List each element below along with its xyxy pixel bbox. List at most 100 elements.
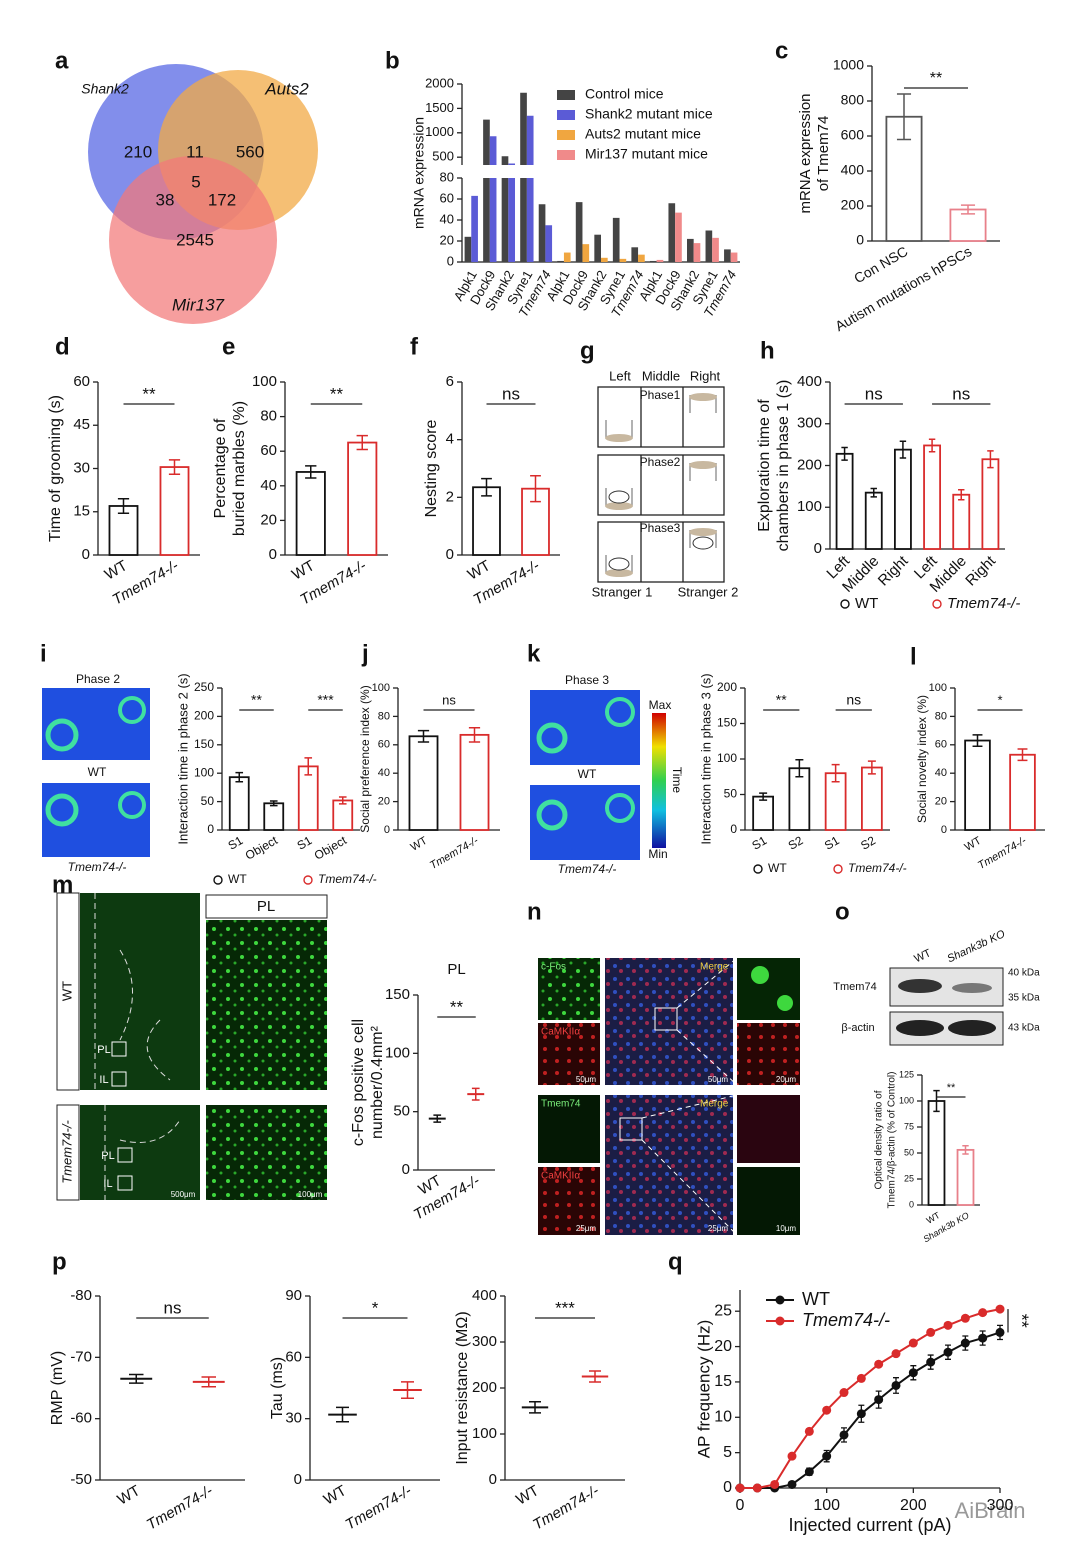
- count: 560: [236, 142, 264, 161]
- error-bar: [960, 204, 976, 215]
- error-bar: [1017, 748, 1028, 762]
- y-tick-label: 0: [446, 546, 454, 563]
- significance-label: **: [251, 692, 262, 708]
- bar: [705, 230, 713, 262]
- bar: [956, 1148, 975, 1206]
- legend-label: WT: [855, 595, 878, 612]
- legend-label: WT: [768, 861, 787, 875]
- point: [891, 1380, 901, 1390]
- column-label: Left: [609, 368, 631, 383]
- cage: [605, 502, 633, 510]
- bar: [631, 247, 639, 262]
- region-label: IL: [103, 1178, 112, 1190]
- significance-label: **: [1011, 1314, 1031, 1328]
- y-tick-label: 100: [385, 1044, 410, 1061]
- cage: [689, 393, 717, 401]
- bar: [952, 493, 971, 550]
- y-tick-label: 90: [285, 1287, 302, 1304]
- watermark: AiBrain: [955, 1498, 1026, 1523]
- channel-label: CaMKIIα: [541, 1171, 580, 1182]
- y-tick-label: 15: [714, 1373, 732, 1390]
- point: [839, 1430, 849, 1440]
- y-tick-label: 300: [797, 415, 822, 432]
- count: 5: [191, 172, 200, 191]
- y-tick-label: 1000: [833, 57, 864, 73]
- bar: [483, 119, 490, 262]
- region-label: PL: [101, 1150, 114, 1162]
- legend-swatch: [557, 90, 575, 100]
- micrographs-m: WT Tmem74-/- PL IL PL IL PL 500μm 100μm: [56, 892, 328, 1201]
- significance-label: **: [142, 384, 156, 403]
- point: [908, 1368, 918, 1378]
- y-axis-label: RMP (mV): [49, 1351, 66, 1425]
- point: [995, 1304, 1005, 1314]
- y-tick-label: 100: [372, 682, 390, 694]
- chambers: [597, 386, 725, 583]
- legend-marker: [775, 1295, 785, 1305]
- image-label: Tmem74-/-: [558, 862, 617, 876]
- roi: [111, 1071, 127, 1087]
- series-line: [740, 1331, 1001, 1489]
- mouse: [608, 557, 630, 571]
- y-tick-label: 4: [446, 431, 454, 448]
- y-tick-label: 100: [472, 1425, 497, 1442]
- x-tick-label: WT: [409, 835, 430, 854]
- y-tick-label: 60: [935, 739, 947, 751]
- set-label: Mir137: [172, 295, 225, 314]
- heatmap-spot: [118, 696, 146, 724]
- y-axis-label: Tau (ms): [269, 1357, 286, 1419]
- panel-letter: g: [580, 337, 595, 364]
- y-tick-label: 60: [285, 1348, 302, 1365]
- panel-letter: j: [361, 640, 369, 667]
- y-tick-label: 500: [432, 149, 454, 164]
- legend-swatch: [557, 150, 575, 160]
- point: [839, 1388, 849, 1398]
- micrograph: [538, 1095, 600, 1163]
- y-tick-label: 20: [714, 1338, 732, 1355]
- panel-letter: o: [835, 898, 850, 925]
- panel-letter: i: [40, 640, 47, 667]
- band: [896, 1020, 944, 1036]
- venn: Shank2 Auts2 Mir137 210 11 560 38 5 172 …: [81, 64, 318, 324]
- y-tick-label: 0: [730, 822, 737, 836]
- micrograph: [538, 1167, 600, 1235]
- error-bar: [759, 792, 768, 801]
- bar: [464, 236, 472, 262]
- legend-label: WT: [228, 872, 247, 886]
- bar: [693, 243, 701, 262]
- legend-label: Auts2 mutant mice: [585, 126, 701, 142]
- bar: [686, 238, 694, 262]
- error-bar: [933, 1089, 940, 1113]
- y-tick-label: 50: [393, 1103, 410, 1120]
- y-tick-label: 400: [472, 1287, 497, 1304]
- chamber-box: [597, 521, 725, 583]
- y-tick-label: 50: [904, 1147, 914, 1157]
- y-axis-label: mRNA expression: [411, 117, 427, 229]
- micrograph: [206, 920, 327, 1090]
- y-tick-label: 40: [935, 767, 947, 779]
- legend-swatch: [557, 110, 575, 120]
- micrograph: [206, 1105, 327, 1200]
- bar: [861, 766, 883, 831]
- heatmap-spot: [605, 793, 635, 823]
- region-label: PL: [97, 1044, 110, 1056]
- bar: [582, 244, 590, 262]
- error-bar: [433, 1114, 442, 1123]
- scale-bar: 25μm: [708, 1224, 729, 1233]
- x-tick-label: Object: [312, 833, 350, 863]
- size-label: 35 kDa: [1008, 993, 1040, 1004]
- y-tick-label: 80: [260, 408, 277, 425]
- scale-bar: 20μm: [776, 1075, 797, 1084]
- point: [752, 1483, 762, 1493]
- point: [856, 1373, 866, 1383]
- bar: [489, 136, 497, 262]
- y-tick-label: 2000: [425, 75, 454, 90]
- panel-letter: f: [410, 333, 419, 360]
- y-tick-label: 0: [447, 253, 454, 268]
- y-axis-label: c-Fos positive cell: [350, 1019, 367, 1146]
- row-label-box: [56, 1104, 80, 1201]
- y-tick-label: 60: [260, 442, 277, 459]
- y-tick-label: 20: [260, 511, 277, 528]
- band: [952, 983, 992, 993]
- scale-bar: 50μm: [708, 1075, 729, 1084]
